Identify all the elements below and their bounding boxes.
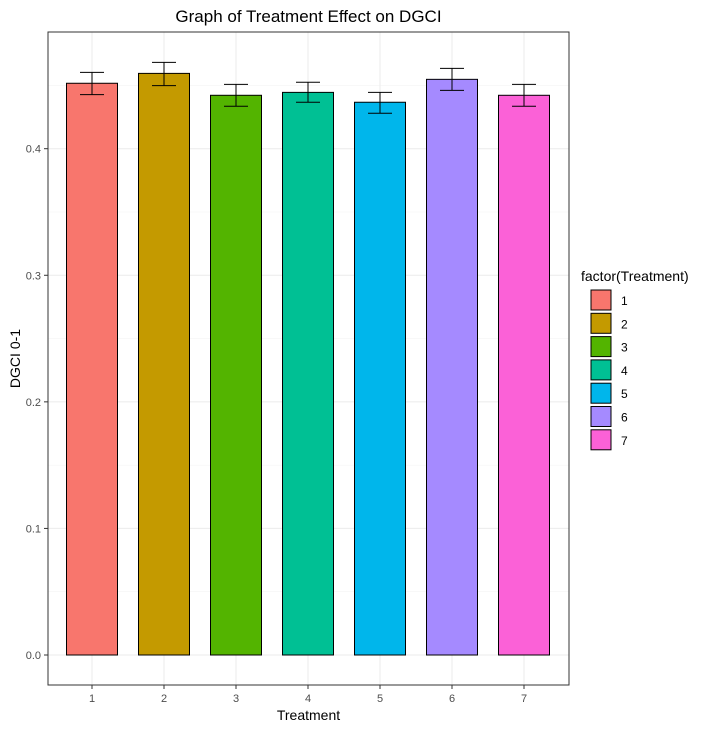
bar-3 xyxy=(210,94,262,656)
legend-key-4 xyxy=(590,359,612,381)
x-tick-label: 7 xyxy=(521,693,527,705)
legend-label: 7 xyxy=(621,434,628,448)
legend-key-2 xyxy=(590,312,612,334)
legend-label: 5 xyxy=(621,387,628,401)
x-tick-label: 1 xyxy=(89,693,95,705)
bar-6 xyxy=(426,78,478,656)
bar-7 xyxy=(498,94,550,656)
y-tick-label: 0.0 xyxy=(26,650,41,662)
y-tick-label: 0.2 xyxy=(26,397,41,409)
bar-4 xyxy=(282,91,334,656)
x-tick-label: 6 xyxy=(449,693,455,705)
y-tick-label: 0.4 xyxy=(26,144,41,156)
bar-5 xyxy=(354,101,406,656)
legend-key-1 xyxy=(590,289,612,311)
bar-2 xyxy=(138,72,190,656)
y-tick-label: 0.1 xyxy=(26,523,41,535)
legend-key-6 xyxy=(590,406,612,427)
y-tick-label: 0.3 xyxy=(26,270,41,282)
legend-key-7 xyxy=(590,429,612,451)
x-axis-title: Treatment xyxy=(277,707,340,723)
legend-title: factor(Treatment) xyxy=(581,268,689,284)
x-tick-label: 4 xyxy=(305,693,311,705)
x-tick-label: 2 xyxy=(161,693,167,705)
legend-key-5 xyxy=(590,382,612,404)
x-tick-label: 3 xyxy=(233,693,239,705)
legend-label: 4 xyxy=(621,364,628,378)
legend-label: 1 xyxy=(621,294,628,308)
y-axis-title: DGCI 0-1 xyxy=(7,329,23,388)
legend-label: 6 xyxy=(621,411,628,425)
bar-1 xyxy=(66,82,118,656)
x-tick-label: 5 xyxy=(377,693,383,705)
legend-label: 3 xyxy=(621,341,628,355)
legend-label: 2 xyxy=(621,317,628,331)
legend-key-3 xyxy=(590,336,612,358)
chart-title: Graph of Treatment Effect on DGCI xyxy=(175,7,441,26)
